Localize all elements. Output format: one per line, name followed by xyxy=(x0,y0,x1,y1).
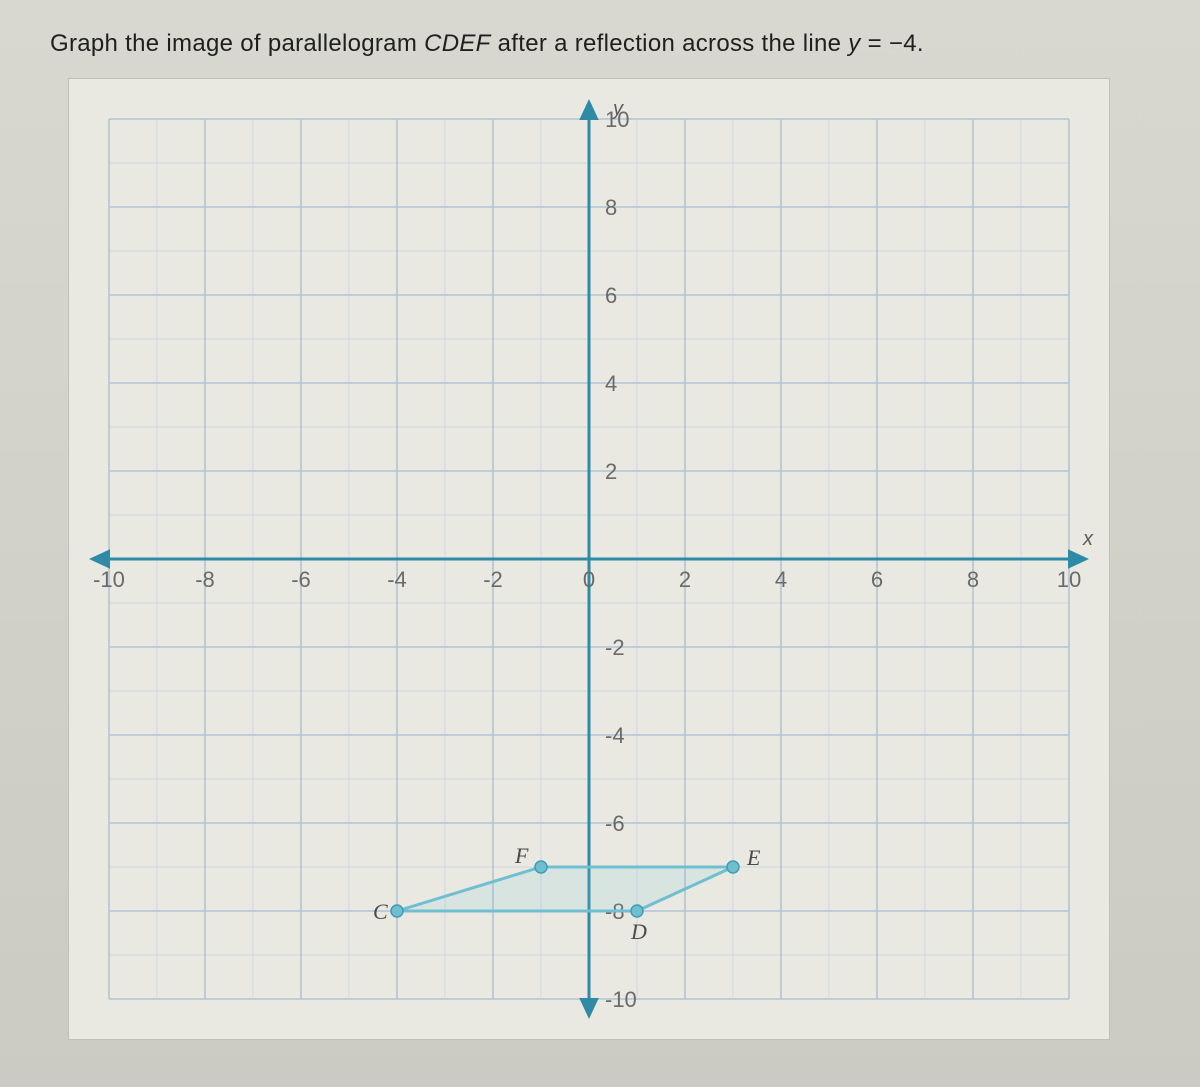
prompt-eq: = xyxy=(861,30,889,57)
prompt-val: −4 xyxy=(889,30,917,57)
vertex-label-d: D xyxy=(630,919,647,944)
y-tick-label: 6 xyxy=(605,283,617,308)
prompt-text-pre: Graph the image of parallelogram xyxy=(50,30,424,57)
x-tick-label: 4 xyxy=(775,567,787,592)
vertex-label-e: E xyxy=(746,845,761,870)
prompt-shape-name: CDEF xyxy=(424,30,491,57)
prompt-var: y xyxy=(848,30,860,57)
vertex-point-c[interactable] xyxy=(391,905,403,917)
vertex-point-e[interactable] xyxy=(727,861,739,873)
y-axis-label: y xyxy=(611,98,624,120)
x-tick-label: 6 xyxy=(871,567,883,592)
x-tick-label: 0 xyxy=(583,567,595,592)
x-tick-label: -8 xyxy=(195,567,215,592)
grid-svg[interactable]: -10-8-6-4-20246810-10-8-6-4-2246810yxCDE… xyxy=(69,79,1109,1039)
coordinate-grid[interactable]: -10-8-6-4-20246810-10-8-6-4-2246810yxCDE… xyxy=(68,78,1110,1040)
x-tick-label: 2 xyxy=(679,567,691,592)
vertex-label-c: C xyxy=(373,899,388,924)
x-axis-label: x xyxy=(1082,528,1094,550)
vertex-point-f[interactable] xyxy=(535,861,547,873)
y-tick-label: -2 xyxy=(605,635,625,660)
x-tick-label: -4 xyxy=(387,567,407,592)
prompt-text-post: . xyxy=(917,30,924,57)
y-tick-label: -4 xyxy=(605,723,625,748)
y-tick-label: 8 xyxy=(605,195,617,220)
y-tick-label: -10 xyxy=(605,987,637,1012)
x-tick-label: 10 xyxy=(1057,567,1081,592)
x-tick-label: -2 xyxy=(483,567,503,592)
prompt-text-mid: after a reflection across the line xyxy=(491,30,849,57)
page: Graph the image of parallelogram CDEF af… xyxy=(0,0,1200,1087)
vertex-point-d[interactable] xyxy=(631,905,643,917)
question-prompt: Graph the image of parallelogram CDEF af… xyxy=(50,30,1172,58)
x-tick-label: -6 xyxy=(291,567,311,592)
vertex-label-f: F xyxy=(514,843,529,868)
y-tick-label: -6 xyxy=(605,811,625,836)
y-tick-label: 4 xyxy=(605,371,617,396)
x-tick-label: 8 xyxy=(967,567,979,592)
y-tick-label: 2 xyxy=(605,459,617,484)
x-tick-label: -10 xyxy=(93,567,125,592)
